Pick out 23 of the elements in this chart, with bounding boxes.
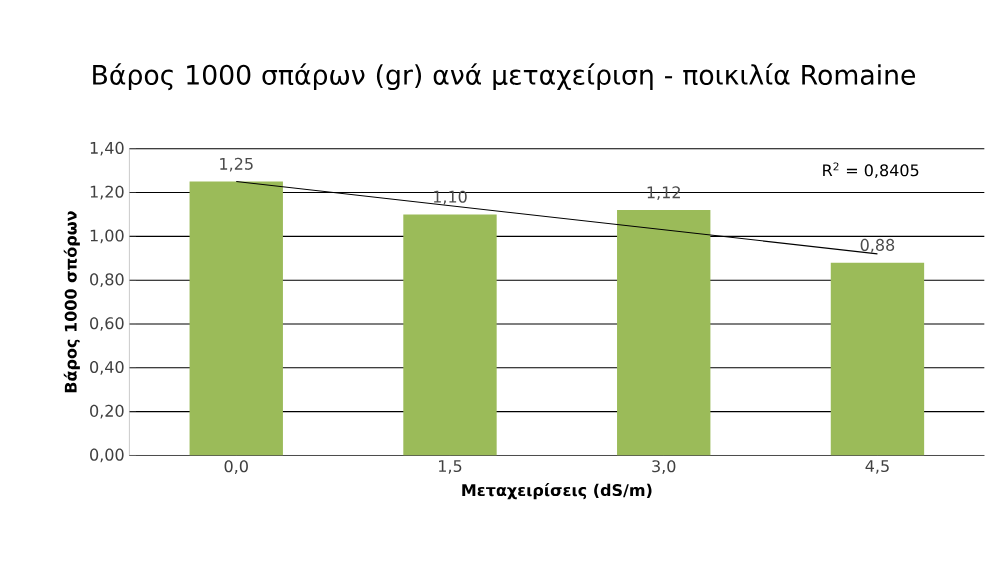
bar xyxy=(189,181,283,456)
x-tick-label: 4,5 xyxy=(865,460,889,474)
data-label: 0,88 xyxy=(860,238,895,253)
bar xyxy=(403,214,497,456)
y-axis-title: Βάρος 1000 σπόρων xyxy=(63,211,80,393)
x-axis-title: Μεταχειρίσεις (dS/m) xyxy=(462,483,652,500)
data-label: 1,25 xyxy=(220,157,253,172)
y-tick-label: 0,20 xyxy=(90,404,124,419)
y-tick-label: 0,80 xyxy=(90,273,124,287)
y-tick-label: 0,40 xyxy=(90,360,124,375)
x-tick-label: 0,0 xyxy=(224,460,248,474)
y-tick-label: 1,20 xyxy=(90,185,124,200)
x-tick-label: 3,0 xyxy=(652,460,676,474)
data-label: 1,10 xyxy=(433,190,467,205)
bar xyxy=(617,209,711,456)
x-tick-label: 1,5 xyxy=(439,460,462,474)
y-tick-label: 0,00 xyxy=(90,448,124,463)
chart-title: Βάρος 1000 σπάρων (gr) ανά μεταχείριση - ποικιλία Romaine xyxy=(93,63,916,91)
y-tick-label: 0,60 xyxy=(90,317,124,331)
annotation: R$^{2}$ = 0,8405 xyxy=(823,162,919,178)
bar xyxy=(830,262,925,456)
y-tick-label: 1,00 xyxy=(90,229,124,244)
y-tick-label: 1,40 xyxy=(90,141,124,156)
